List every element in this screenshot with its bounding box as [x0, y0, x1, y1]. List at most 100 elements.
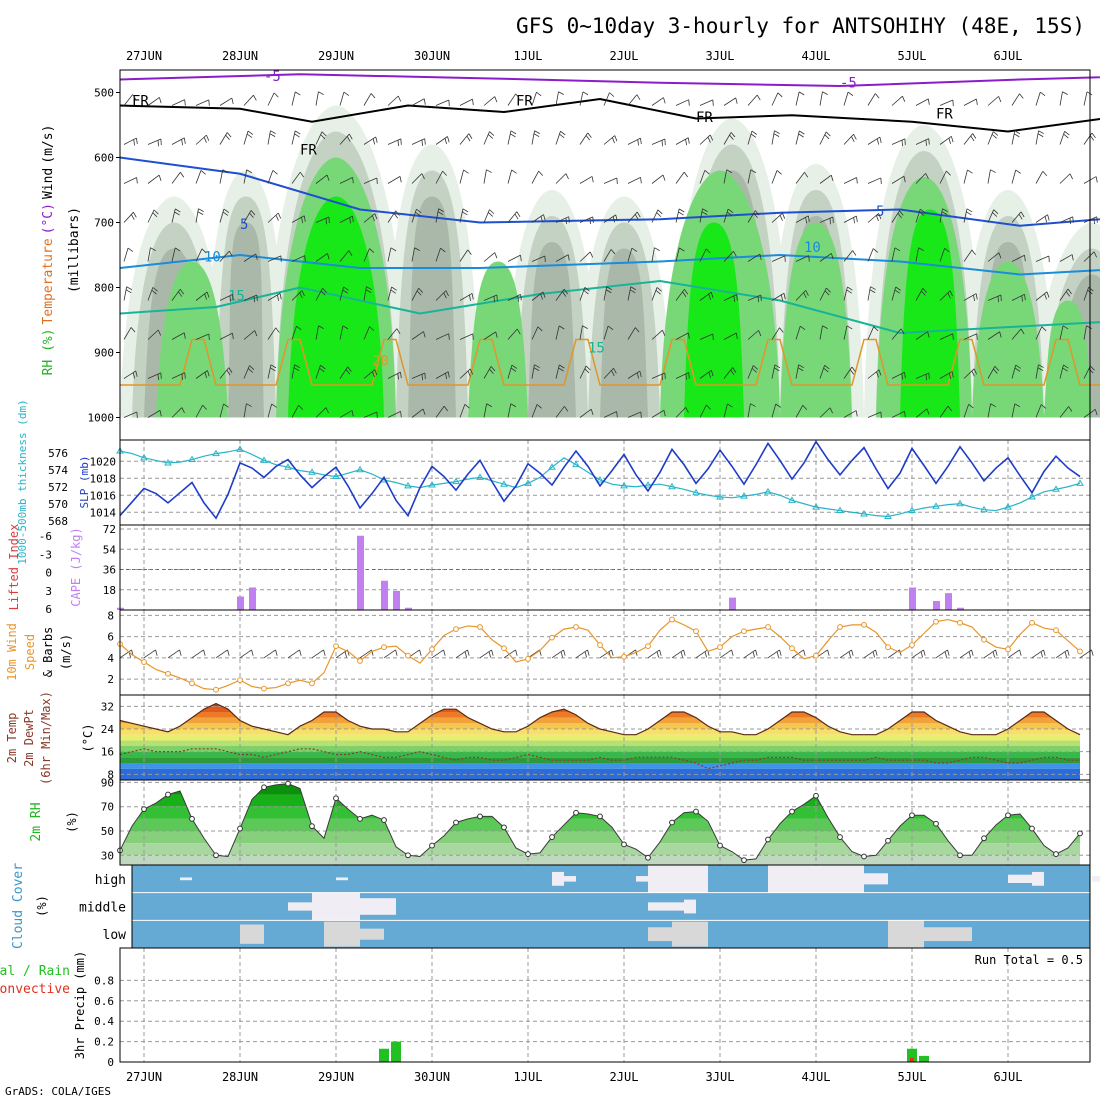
wind-barb-feather [807, 215, 810, 222]
wind-barb [1059, 325, 1064, 340]
wind-barb-feather [489, 131, 495, 136]
wind-barb-feather [901, 373, 903, 380]
date-label-bottom: 4JUL [802, 1070, 831, 1084]
wind-barb [1059, 173, 1071, 184]
precip-tick-label: 0.6 [94, 995, 114, 1008]
wind-barb-feather [204, 372, 207, 379]
wind-barb-feather [1046, 291, 1050, 298]
wind-barb-feather [463, 169, 469, 174]
rh-point [693, 808, 699, 815]
isotherm-20 [120, 338, 1100, 386]
wind-barb [555, 216, 569, 223]
wind-barb [579, 132, 589, 145]
wind-barb-feather [510, 403, 517, 408]
wind-barb-feather [636, 94, 641, 100]
wind-barb [171, 247, 176, 262]
wind-barb-feather [201, 248, 207, 254]
wind-barb-feather [251, 649, 254, 656]
wind-barb [627, 286, 632, 301]
wind-speed-point [957, 619, 963, 626]
wind-barb-feather [685, 373, 687, 380]
wind-barb-feather [472, 99, 474, 106]
date-label-bottom: 1JUL [514, 1070, 543, 1084]
wind-barb [891, 95, 903, 106]
thickness-point [500, 480, 508, 487]
wind-barb-feather [1089, 135, 1095, 141]
wind-barb [219, 367, 230, 379]
wind-barb-feather [927, 98, 930, 105]
wind-barb-feather [657, 209, 663, 215]
wind-barb-feather [232, 333, 234, 340]
wind-barb-feather [587, 132, 592, 138]
wind-barb [987, 209, 995, 223]
wind-barb-feather [1024, 294, 1026, 301]
thickness-point [740, 492, 748, 499]
wind-barb [939, 405, 949, 418]
wind-barb [867, 326, 875, 340]
wind-barb-feather [443, 405, 448, 412]
wind-barb [747, 130, 753, 145]
wind-barb [435, 371, 449, 379]
wind-barb [363, 248, 370, 262]
wind-barb [771, 292, 785, 301]
wind-barb-feather [560, 651, 564, 658]
thickness-point [404, 481, 412, 489]
wind-barb [483, 331, 496, 340]
thickness-point [524, 479, 532, 486]
cape-bar [381, 580, 388, 610]
wind-barb-feather [246, 403, 252, 407]
wind-barb [915, 98, 929, 106]
wind-barb-feather [472, 333, 474, 340]
wind-barb-feather [542, 291, 546, 298]
wind-barb [291, 404, 299, 418]
wind-barb-feather [612, 137, 615, 144]
wind-barb-feather [471, 293, 474, 300]
ylabel-part: (°C) [41, 203, 56, 234]
contour-label: 20 [372, 354, 389, 370]
wind-barb-feather [135, 370, 138, 377]
wind-barb [123, 94, 134, 106]
wind-barb [555, 406, 565, 418]
wind-barb-feather [1037, 133, 1044, 138]
wind-barb [171, 332, 185, 340]
wind-barb-feather [636, 211, 641, 218]
wind-barb-feather [181, 373, 183, 380]
wind-barb-feather [752, 651, 756, 658]
wind-barb [1007, 649, 1020, 659]
wind-barb [747, 169, 752, 184]
wind-speed-point [861, 621, 867, 628]
wind-barb [555, 173, 567, 184]
wind-barb [695, 649, 708, 659]
wind-barb-feather [946, 170, 951, 176]
contour-label: FR [516, 94, 533, 110]
wind-barb [555, 131, 561, 145]
axis-label: 2m RH [29, 802, 44, 841]
wind-barb [507, 169, 512, 184]
wind-speed-point [621, 653, 627, 660]
rh-point [261, 784, 267, 791]
wind-barb-feather [486, 403, 493, 408]
wind-barb-feather [727, 403, 733, 408]
wind-barb-feather [155, 649, 158, 656]
precip-total-bar [379, 1048, 389, 1062]
wind-barb-feather [683, 649, 686, 656]
wind-barb-feather [805, 290, 809, 296]
wind-barb [891, 286, 897, 301]
wind-barb-feather [272, 170, 278, 175]
wind-barb-feather [826, 287, 831, 293]
wind-barb-feather [656, 212, 662, 218]
wind-barb-feather [630, 286, 637, 291]
wind-barb [243, 294, 258, 301]
wind-barb [387, 286, 392, 301]
thickness-point [572, 460, 580, 468]
wind-barb [795, 215, 809, 223]
wind-barb [411, 372, 426, 379]
cloud-high-segment [564, 876, 576, 882]
wind-barb-feather [270, 364, 277, 369]
wind-barb-feather [517, 295, 519, 302]
precip-background [120, 948, 1090, 1062]
wind-barb [191, 649, 204, 659]
wind-barb-feather [563, 288, 568, 295]
wind-speed-point [1053, 627, 1059, 634]
wind-barb-feather [365, 289, 372, 293]
